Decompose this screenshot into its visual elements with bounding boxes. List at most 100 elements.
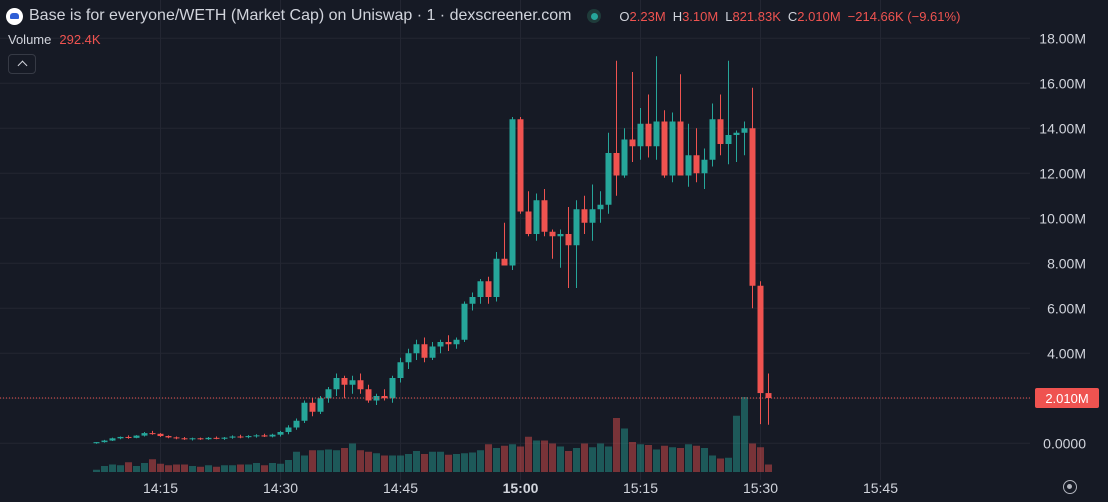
candle-body — [157, 433, 164, 437]
candle-body — [189, 438, 196, 440]
volume-bar — [469, 452, 476, 472]
volume-bar — [213, 466, 220, 472]
candle-body — [197, 438, 204, 440]
volume-label: Volume — [8, 32, 52, 47]
candle-body — [285, 427, 292, 432]
volume-bar — [381, 455, 388, 472]
y-tick-label: 6.00M — [1047, 300, 1086, 316]
candle-body — [525, 211, 532, 234]
candle-body — [365, 389, 372, 401]
x-tick-label: 15:15 — [623, 480, 658, 496]
candle-body — [549, 231, 556, 237]
candle-body — [469, 297, 476, 304]
volume-bar — [605, 446, 612, 472]
volume-bar — [581, 443, 588, 472]
ohlc-open-key: O — [619, 8, 630, 24]
candle-body — [213, 437, 220, 439]
candle-body — [637, 123, 644, 147]
candle-body — [597, 204, 604, 210]
gear-icon[interactable] — [1063, 480, 1077, 494]
candle-body — [517, 119, 524, 212]
volume-bar — [405, 454, 412, 472]
ohlc-low-value: 821.83K — [732, 8, 781, 24]
volume-bar — [637, 444, 644, 472]
volume-bar — [669, 447, 676, 472]
candle-body — [717, 119, 724, 144]
candle-body — [493, 258, 500, 297]
candle-body — [237, 436, 244, 438]
volume-bar — [389, 455, 396, 472]
volume-bar — [157, 463, 164, 472]
candle-body — [341, 378, 348, 385]
candle-body — [293, 420, 300, 428]
volume-bar — [181, 464, 188, 472]
candle-body — [141, 433, 148, 436]
volume-bar — [197, 466, 204, 472]
volume-bar — [125, 462, 132, 472]
volume-bar — [589, 447, 596, 472]
candle-body — [165, 436, 172, 438]
volume-bar — [757, 447, 764, 472]
candle-body — [629, 139, 636, 147]
volume-bar — [693, 445, 700, 472]
candle-body — [317, 398, 324, 412]
volume-bar — [613, 418, 620, 472]
volume-bar — [293, 451, 300, 472]
volume-bar — [597, 443, 604, 472]
candle-body — [669, 121, 676, 176]
volume-bar — [93, 469, 100, 472]
candle-body — [125, 436, 132, 438]
candle-body — [757, 285, 764, 394]
last-price-label: 2.010M — [1035, 388, 1099, 409]
candle-body — [605, 153, 612, 205]
candle-body — [149, 433, 156, 435]
y-tick-label: 4.00M — [1047, 345, 1086, 361]
candle-body — [725, 135, 732, 144]
x-tick-label: 14:30 — [263, 480, 298, 496]
y-tick-label: 14.00M — [1039, 120, 1086, 136]
candle-body — [453, 339, 460, 345]
status-dot-icon — [587, 9, 602, 23]
candle-body — [693, 155, 700, 174]
candle-body — [357, 380, 364, 390]
y-tick-label: 16.00M — [1039, 75, 1086, 91]
volume-bar — [421, 454, 428, 472]
volume-bar — [141, 463, 148, 472]
candle-body — [477, 281, 484, 297]
volume-bar — [325, 449, 332, 472]
volume-bar — [165, 465, 172, 472]
volume-bar — [301, 455, 308, 472]
volume-bar — [701, 448, 708, 472]
candle-body — [645, 123, 652, 147]
volume-bar — [445, 454, 452, 472]
volume-bar — [237, 464, 244, 472]
candle-body — [221, 437, 228, 439]
volume-bar — [541, 440, 548, 472]
volume-bar — [269, 463, 276, 472]
x-tick-label: 15:00 — [503, 480, 539, 496]
candle-body — [253, 435, 260, 437]
volume-bar — [749, 443, 756, 472]
candle-body — [685, 155, 692, 176]
x-tick-label: 15:45 — [863, 480, 898, 496]
volume-bar — [245, 464, 252, 472]
candle-body — [733, 132, 740, 135]
volume-bar — [709, 455, 716, 472]
candle-body — [405, 353, 412, 363]
volume-bar — [565, 451, 572, 472]
volume-value: 292.4K — [59, 32, 101, 47]
candle-body — [413, 344, 420, 354]
chevron-up-icon[interactable] — [8, 54, 36, 74]
volume-bar — [117, 465, 124, 472]
volume-bar — [525, 436, 532, 472]
volume-legend: Volume 292.4K — [8, 32, 101, 47]
volume-bar — [205, 465, 212, 472]
volume-bar — [109, 464, 116, 472]
volume-bar — [437, 451, 444, 472]
candle-body — [589, 209, 596, 223]
candle-body — [229, 436, 236, 438]
volume-bar — [357, 450, 364, 472]
volume-bar — [629, 442, 636, 472]
volume-bar — [461, 453, 468, 472]
